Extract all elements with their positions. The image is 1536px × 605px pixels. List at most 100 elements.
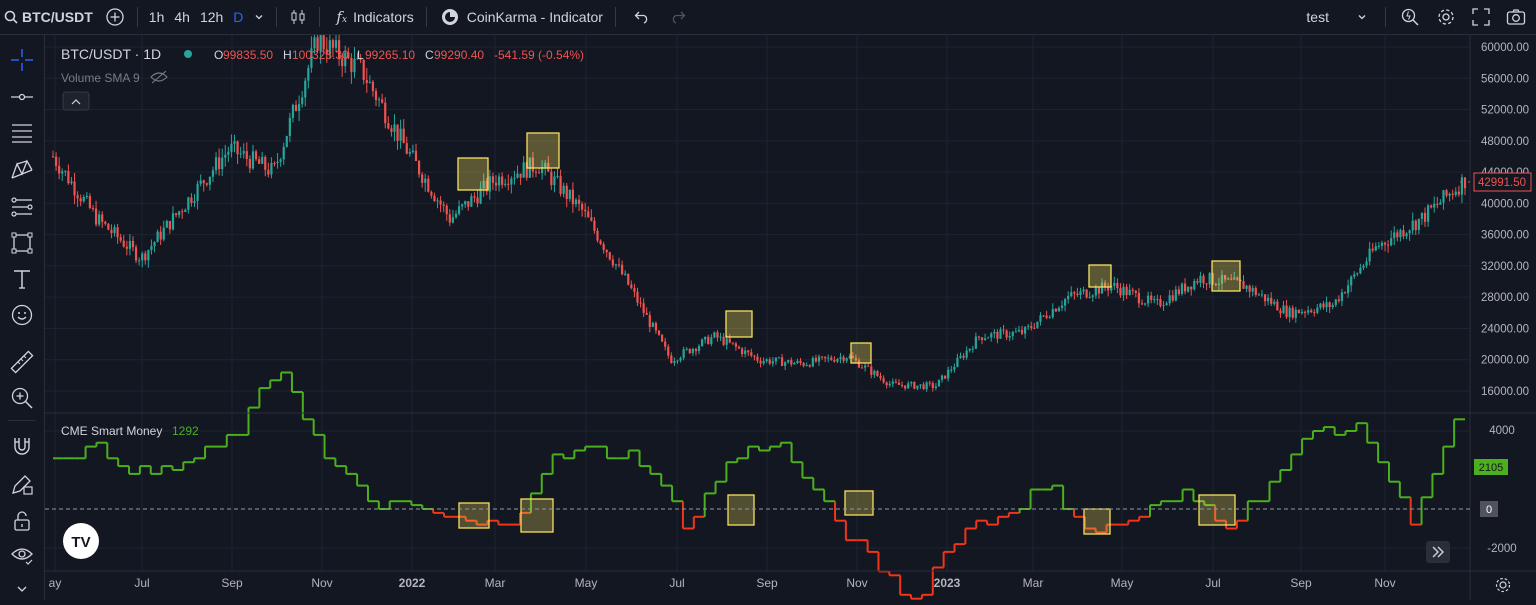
candle-body: [910, 382, 913, 384]
candle-body: [657, 330, 661, 335]
candle-body: [1436, 203, 1439, 205]
price-axis-tick: 20000.00: [1481, 355, 1529, 367]
candle-body: [1131, 289, 1134, 291]
fib-tool[interactable]: [8, 119, 36, 147]
settings-button[interactable]: [1428, 0, 1464, 34]
candle-body: [685, 348, 688, 350]
candle-body: [577, 199, 581, 204]
candle-body: [722, 336, 725, 345]
draw-mode-tool[interactable]: [8, 470, 36, 498]
chart-type-button[interactable]: [283, 0, 313, 34]
trend-line-tool[interactable]: [8, 83, 36, 111]
candle-body: [1276, 301, 1279, 311]
candle-body: [1137, 293, 1141, 304]
candle-body: [1085, 289, 1088, 298]
candle-body: [211, 170, 215, 177]
candle-body: [793, 362, 796, 365]
emoji-tool[interactable]: [8, 301, 36, 329]
text-tool[interactable]: [8, 265, 36, 293]
interval-12h[interactable]: 12h: [199, 9, 224, 25]
main-legend: BTC/USDT · 1D O 99835.50 H 100323.30 L 9…: [61, 46, 584, 111]
candle-body: [1220, 275, 1224, 284]
candle-body: [534, 171, 538, 173]
candle-body: [599, 240, 602, 244]
candle-body: [676, 360, 679, 362]
candle-body: [704, 336, 707, 340]
candle-body: [1371, 248, 1374, 251]
visibility-tool[interactable]: [8, 540, 36, 568]
candle-body: [88, 195, 92, 208]
redo-button[interactable]: [662, 0, 694, 34]
scroll-to-realtime-button[interactable]: [1426, 541, 1450, 563]
lock-tool[interactable]: [8, 507, 36, 535]
candle-body: [1328, 302, 1331, 308]
candle-body: [334, 40, 338, 48]
candle-body: [531, 157, 534, 172]
candle-body: [1417, 218, 1420, 230]
candle-body: [301, 97, 304, 105]
chart-canvas[interactable]: BTC/USDT · 1D O 99835.50 H 100323.30 L 9…: [45, 26, 1536, 600]
measure-tool[interactable]: [8, 348, 36, 376]
crosshair-tool[interactable]: [8, 46, 36, 74]
time-axis-label: Nov: [1374, 576, 1395, 590]
interval-4h[interactable]: 4h: [174, 9, 190, 25]
chart-area[interactable]: BTC/USDT · 1D O 99835.50 H 100323.30 L 9…: [45, 26, 1536, 600]
candle-body: [565, 185, 568, 199]
indicator-value: 1292: [172, 424, 199, 438]
compare-button[interactable]: [99, 0, 131, 34]
candle-body: [1414, 220, 1417, 230]
candle-body: [947, 369, 950, 379]
collapse-legend-button[interactable]: [62, 91, 90, 111]
quick-search-button[interactable]: [1392, 0, 1428, 34]
candle-body: [374, 90, 378, 100]
candle-body: [617, 264, 621, 266]
script-button[interactable]: CoinKarma - Indicator: [433, 0, 609, 34]
legend-open-label: O: [214, 48, 223, 62]
interval-dropdown[interactable]: [248, 0, 270, 34]
candle-body: [433, 195, 436, 201]
pattern-tool[interactable]: [8, 156, 36, 184]
tradingview-logo[interactable]: TV: [63, 523, 99, 559]
candle-body: [1036, 321, 1039, 328]
script-label: CoinKarma - Indicator: [466, 9, 603, 25]
candle-body: [82, 197, 85, 202]
rectangle-icon: [11, 232, 33, 254]
candle-body: [1070, 292, 1073, 297]
candle-body: [377, 99, 381, 101]
price-axis[interactable]: 60000.0056000.0052000.0048000.0044000.00…: [1481, 42, 1529, 398]
interval-1h[interactable]: 1h: [148, 9, 165, 25]
candle-body: [1097, 287, 1101, 294]
candle-body: [928, 382, 931, 384]
prediction-tool[interactable]: [8, 193, 36, 221]
axis-settings-gear-icon[interactable]: [1495, 577, 1511, 593]
magnet-tool[interactable]: [8, 433, 36, 461]
highlight-box: [1198, 494, 1236, 526]
time-axis[interactable]: ay Jul Sep Nov 2022 Mar May Jul Sep Nov 2023 Mar May…: [49, 576, 1396, 590]
candle-body: [1174, 289, 1177, 301]
eye-off-icon[interactable]: [150, 70, 168, 84]
candle-body: [971, 348, 974, 350]
zoom-tool[interactable]: [8, 384, 36, 412]
candle-body: [178, 211, 181, 216]
shape-tool[interactable]: [8, 229, 36, 257]
screenshot-button[interactable]: [1498, 0, 1536, 34]
candle-body: [974, 336, 977, 349]
candle-body: [707, 336, 710, 345]
candle-body: [1196, 281, 1199, 283]
undo-button[interactable]: [622, 0, 662, 34]
fullscreen-button[interactable]: [1464, 0, 1498, 34]
legend-close-label: C: [425, 48, 434, 62]
price-axis-tick: 48000.00: [1481, 136, 1529, 148]
candle-body: [522, 162, 525, 178]
delete-tool[interactable]: [8, 575, 36, 603]
layout-selector[interactable]: test: [1300, 0, 1379, 34]
candle-body: [571, 189, 574, 205]
zoom-in-icon: [11, 387, 33, 409]
legend-high-label: H: [283, 48, 292, 62]
symbol-search[interactable]: BTC/USDT: [0, 0, 99, 34]
interval-1d[interactable]: D: [233, 9, 244, 25]
candle-body: [393, 124, 396, 132]
indicators-button[interactable]: fx Indicators: [326, 0, 419, 34]
candle-body: [630, 284, 633, 289]
candle-body: [1242, 281, 1245, 289]
